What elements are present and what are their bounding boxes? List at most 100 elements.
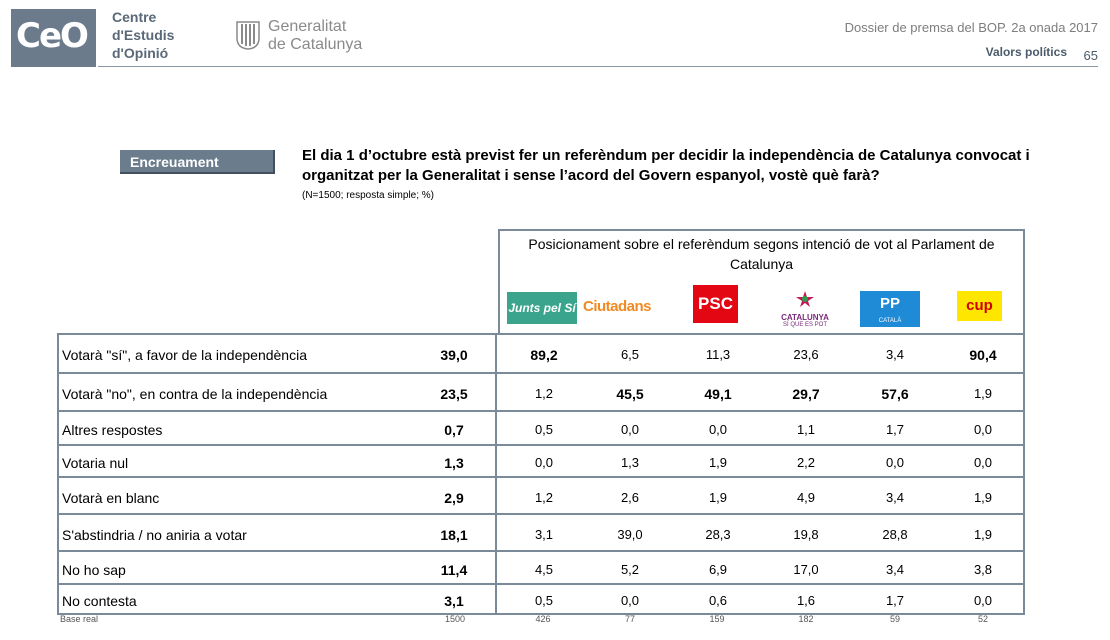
- base-value: 182: [798, 614, 814, 624]
- row-value: 1,3: [620, 455, 640, 470]
- row-value: 1,9: [708, 489, 728, 505]
- pp-sub: CATALÀ: [878, 318, 902, 324]
- row-value: 90,4: [969, 346, 997, 363]
- party-header-title: Posicionament sobre el referèndum segons…: [528, 236, 995, 272]
- ceo-logo-text: CeO: [16, 16, 89, 56]
- row-value: 45,5: [616, 386, 644, 402]
- row-value: 0,0: [620, 593, 640, 608]
- org-line-1: Centre: [112, 9, 157, 25]
- dossier-title: Dossier de premsa del BOP. 2a onada 2017: [844, 20, 1098, 35]
- star-icon: [796, 291, 814, 307]
- row-value: 1,9: [973, 526, 993, 542]
- row-value: 0,0: [708, 422, 728, 437]
- pp-name: PP: [879, 295, 900, 312]
- row-value: 3,4: [885, 346, 905, 362]
- row-value: 28,8: [882, 526, 908, 542]
- row-label: No ho sap: [62, 561, 126, 578]
- row-divider: [57, 372, 1025, 374]
- row-value: 3,4: [885, 561, 905, 577]
- row-value: 3,8: [973, 561, 993, 577]
- row-value: 0,0: [620, 422, 640, 437]
- row-value: 6,9: [708, 561, 728, 577]
- base-value: 52: [977, 614, 988, 624]
- row-value: 0,5: [534, 422, 554, 437]
- row-value: 29,7: [792, 386, 820, 402]
- row-value: 3,4: [885, 489, 905, 505]
- cup-logo: cup: [957, 291, 1002, 321]
- row-value: 0,0: [534, 455, 554, 470]
- base-value: 159: [709, 614, 725, 624]
- row-value: 0,0: [973, 422, 993, 437]
- gov-line-1: Generalitat: [268, 18, 347, 35]
- row-value: 1,9: [973, 489, 993, 505]
- header-divider: [98, 66, 1098, 67]
- ciutadans-logo: Ciutadans: [583, 298, 652, 315]
- row-total: 39,0: [440, 346, 468, 363]
- row-label: Altres respostes: [62, 422, 163, 438]
- row-label: Votarà "sí", a favor de la independència: [62, 346, 307, 363]
- row-value: 1,7: [885, 422, 905, 437]
- row-value: 3,1: [534, 526, 554, 542]
- row-value: 0,0: [973, 593, 993, 608]
- row-value: 5,2: [620, 561, 640, 577]
- generalitat-name: Generalitat de Catalunya: [268, 18, 362, 54]
- row-total: 11,4: [440, 561, 468, 578]
- row-value: 0,5: [534, 593, 554, 608]
- row-divider: [57, 410, 1025, 412]
- section-tag: Encreuament: [120, 150, 275, 174]
- org-line-3: d'Opinió: [112, 45, 169, 61]
- party-header-box: Posicionament sobre el referèndum segons…: [498, 229, 1025, 333]
- row-value: 1,7: [885, 593, 905, 608]
- row-total: 18,1: [440, 526, 468, 543]
- row-total: 0,7: [444, 422, 464, 438]
- row-value: 57,6: [881, 386, 909, 402]
- row-label: Votarà "no", en contra de la independènc…: [62, 386, 328, 402]
- row-divider: [57, 444, 1025, 446]
- section-title: Valors polítics: [985, 45, 1067, 59]
- ceo-logo-box: [11, 9, 96, 67]
- row-value: 23,6: [793, 346, 819, 362]
- row-total: 3,1: [444, 593, 464, 609]
- row-total: 23,5: [440, 386, 468, 402]
- row-value: 4,9: [796, 489, 816, 505]
- row-value: 39,0: [617, 526, 643, 542]
- row-value: 1,9: [708, 455, 728, 470]
- org-name: Centre d'Estudis d'Opinió: [112, 8, 174, 62]
- row-label: Votaria nul: [62, 455, 129, 471]
- row-value: 1,6: [796, 593, 816, 608]
- row-value: 28,3: [705, 526, 731, 542]
- row-label: Votarà en blanc: [62, 489, 160, 506]
- catsiqueespot-logo: CATALUNYA SÍ QUE ES POT: [770, 290, 840, 328]
- row-value: 0,6: [708, 593, 728, 608]
- base-value: 59: [889, 614, 900, 624]
- row-label: S'abstindria / no aniria a votar: [62, 526, 247, 543]
- base-total: 1500: [444, 614, 466, 624]
- row-value: 0,0: [885, 455, 905, 470]
- row-total: 1,3: [444, 455, 464, 471]
- row-divider: [57, 550, 1025, 552]
- row-divider: [57, 583, 1025, 585]
- row-divider: [57, 513, 1025, 515]
- org-line-2: d'Estudis: [112, 27, 175, 43]
- row-value: 1,2: [534, 386, 554, 401]
- base-label: Base real: [60, 614, 99, 624]
- row-total: 2,9: [444, 489, 464, 506]
- row-value: 11,3: [705, 346, 731, 362]
- results-table: [57, 333, 1025, 615]
- catsiqueespot-name: CATALUNYA: [781, 313, 829, 322]
- row-value: 1,1: [796, 422, 816, 437]
- row-divider: [57, 476, 1025, 478]
- table-divider: [495, 333, 497, 615]
- psc-logo: PSC: [693, 285, 738, 323]
- row-value: 2,6: [620, 489, 640, 505]
- pp-logo: PP CATALÀ: [860, 291, 920, 327]
- catsiqueespot-sub: SÍ QUE ES POT: [782, 322, 827, 328]
- row-value: 4,5: [534, 561, 554, 577]
- base-value: 426: [535, 614, 551, 624]
- row-value: 17,0: [793, 561, 819, 577]
- junts-pel-si-logo: Junts pel Sí: [507, 292, 577, 324]
- page-number: 65: [1083, 48, 1098, 63]
- generalitat-icon: [236, 21, 260, 50]
- row-value: 1,9: [973, 386, 993, 401]
- question-text: El dia 1 d’octubre està previst fer un r…: [302, 147, 1030, 184]
